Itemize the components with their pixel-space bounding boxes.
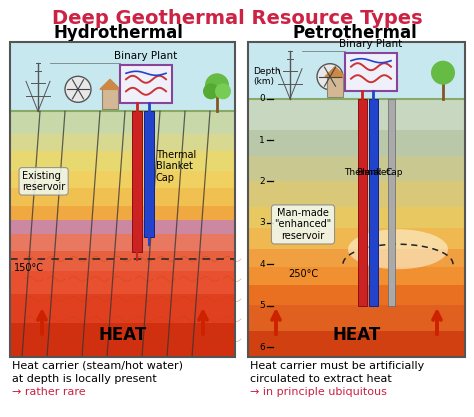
Bar (10, 111, 235, 134)
Polygon shape (325, 67, 345, 77)
Bar (369, 99, 378, 306)
Text: Blanket: Blanket (356, 168, 391, 178)
Bar (248, 130, 465, 156)
Bar (327, 77, 343, 97)
Bar (248, 266, 465, 285)
Bar (10, 220, 235, 234)
Text: Binary Plant: Binary Plant (114, 51, 178, 61)
Bar (248, 228, 465, 249)
Text: 4: 4 (259, 260, 265, 269)
Text: → in principle ubiquitous: → in principle ubiquitous (250, 387, 387, 397)
Text: 150°C: 150°C (14, 263, 44, 273)
Ellipse shape (348, 229, 448, 269)
Text: Thermal: Thermal (344, 168, 381, 178)
Bar (10, 134, 235, 151)
Text: Cap: Cap (385, 168, 403, 178)
Circle shape (65, 76, 91, 102)
Bar (144, 111, 154, 237)
Text: Hydrothermal: Hydrothermal (53, 24, 183, 42)
Bar (248, 99, 465, 130)
Text: 1: 1 (259, 136, 265, 145)
Text: Man-made
"enhanced"
reservoir: Man-made "enhanced" reservoir (274, 208, 332, 241)
Bar (248, 285, 465, 305)
Bar (248, 249, 465, 266)
Polygon shape (100, 79, 120, 89)
Bar (10, 206, 235, 220)
Text: Existing
reservoir: Existing reservoir (22, 171, 65, 192)
Text: 3: 3 (259, 219, 265, 227)
Bar (248, 331, 465, 357)
Bar (248, 181, 465, 207)
Bar (10, 294, 235, 323)
Text: circulated to extract heat: circulated to extract heat (250, 374, 392, 384)
Text: Binary Plant: Binary Plant (339, 39, 402, 49)
Text: HEAT: HEAT (332, 326, 381, 344)
Bar (132, 111, 142, 252)
Text: Deep Geothermal Resource Types: Deep Geothermal Resource Types (52, 9, 422, 28)
Bar (10, 42, 235, 111)
Bar (10, 171, 235, 188)
Bar (10, 42, 235, 357)
Bar (248, 305, 465, 331)
Bar (388, 99, 395, 306)
Bar (10, 271, 235, 294)
Bar (10, 323, 235, 357)
Text: Petrothermal: Petrothermal (292, 24, 418, 42)
Bar (248, 156, 465, 181)
Text: → rather rare: → rather rare (12, 387, 86, 397)
Circle shape (431, 61, 455, 85)
Circle shape (215, 83, 231, 99)
Bar (120, 65, 172, 103)
Bar (248, 207, 465, 228)
Text: Thermal
Blanket
Cap: Thermal Blanket Cap (156, 150, 196, 183)
Text: Heat carrier (steam/hot water): Heat carrier (steam/hot water) (12, 361, 183, 371)
Bar (10, 251, 235, 271)
Bar (10, 151, 235, 171)
Bar (102, 89, 118, 109)
Text: 6: 6 (259, 342, 265, 352)
Circle shape (205, 73, 229, 97)
Text: at depth is locally present: at depth is locally present (12, 374, 157, 384)
Text: Depth
(km): Depth (km) (253, 67, 281, 86)
Text: Heat carrier must be artificially: Heat carrier must be artificially (250, 361, 424, 371)
Text: 0: 0 (259, 94, 265, 103)
Bar (358, 99, 367, 306)
Circle shape (203, 83, 219, 99)
Bar (10, 234, 235, 251)
Bar (248, 42, 465, 99)
Bar (345, 53, 397, 91)
Circle shape (317, 64, 343, 90)
Bar (248, 42, 465, 357)
Bar (10, 188, 235, 206)
Text: 250°C: 250°C (288, 269, 318, 279)
Text: 2: 2 (259, 177, 265, 186)
Text: 5: 5 (259, 301, 265, 310)
Text: HEAT: HEAT (99, 326, 146, 344)
